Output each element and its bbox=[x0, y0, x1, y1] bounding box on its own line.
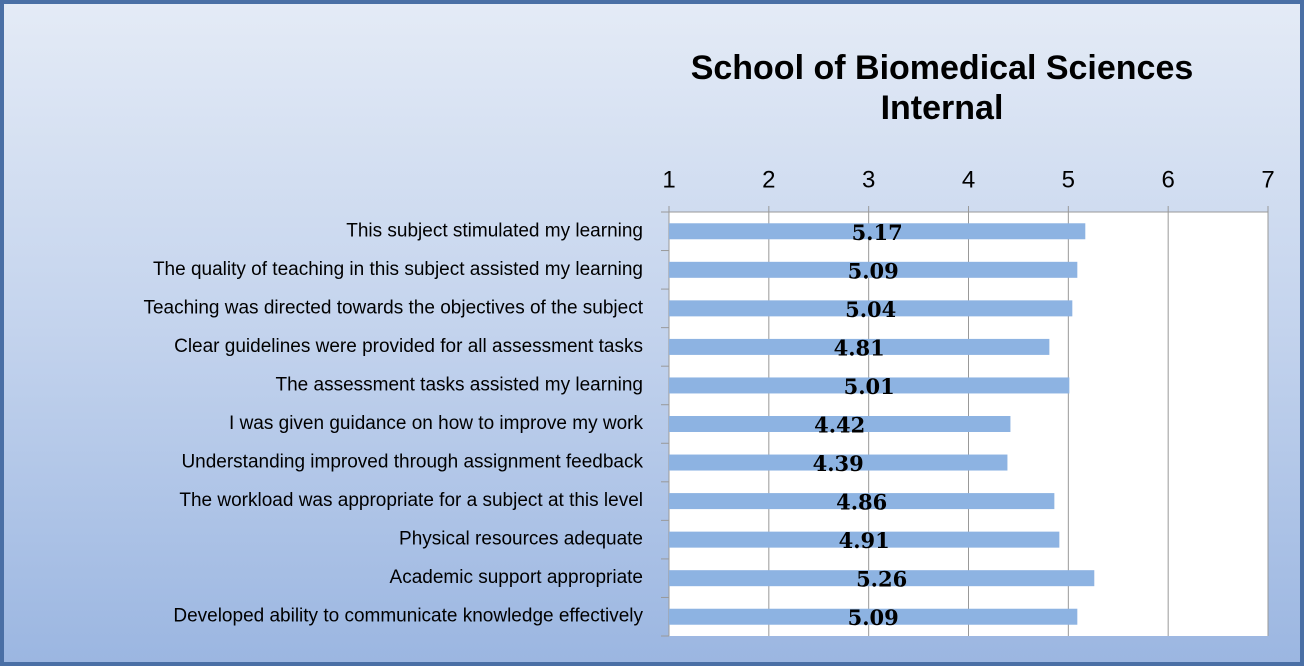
bar bbox=[669, 531, 1060, 548]
data-label: 4.91 bbox=[839, 528, 890, 553]
data-label: 5.17 bbox=[852, 220, 903, 245]
chart-title: Internal bbox=[881, 89, 1004, 127]
x-tick-label: 7 bbox=[1261, 166, 1274, 193]
y-tick-label: This subject stimulated my learning bbox=[346, 220, 643, 241]
x-tick-label: 4 bbox=[962, 166, 975, 193]
y-tick-label: Academic support appropriate bbox=[390, 567, 643, 588]
x-tick-label: 1 bbox=[662, 166, 675, 193]
bar bbox=[669, 300, 1073, 317]
y-tick-label: Physical resources adequate bbox=[399, 529, 643, 550]
bar bbox=[669, 223, 1086, 240]
bar bbox=[669, 493, 1055, 510]
y-tick-label: The workload was appropriate for a subje… bbox=[179, 490, 643, 511]
data-label: 4.42 bbox=[814, 413, 865, 438]
x-tick-label: 5 bbox=[1062, 166, 1075, 193]
bar bbox=[669, 570, 1095, 587]
data-label: 4.81 bbox=[834, 335, 885, 360]
bar bbox=[669, 261, 1078, 278]
data-label: 4.39 bbox=[813, 451, 864, 476]
data-label: 5.26 bbox=[856, 567, 907, 592]
bar bbox=[669, 377, 1070, 394]
bar bbox=[669, 608, 1078, 625]
x-tick-label: 6 bbox=[1161, 166, 1174, 193]
y-tick-label: Teaching was directed towards the object… bbox=[143, 297, 643, 318]
y-tick-label: Clear guidelines were provided for all a… bbox=[174, 336, 643, 357]
data-label: 5.04 bbox=[845, 297, 896, 322]
data-label: 5.01 bbox=[844, 374, 895, 399]
y-tick-label: Developed ability to communicate knowled… bbox=[173, 606, 643, 627]
x-tick-label: 3 bbox=[862, 166, 875, 193]
bar bbox=[669, 416, 1011, 432]
bar bbox=[669, 338, 1050, 355]
y-tick-label: Understanding improved through assignmen… bbox=[181, 452, 643, 473]
data-label: 5.09 bbox=[848, 258, 899, 283]
y-tick-label: I was given guidance on how to improve m… bbox=[229, 413, 643, 434]
data-label: 5.09 bbox=[848, 605, 899, 630]
x-tick-label: 2 bbox=[762, 166, 775, 193]
y-tick-label: The quality of teaching in this subject … bbox=[153, 259, 643, 280]
y-tick-label: The assessment tasks assisted my learnin… bbox=[276, 374, 644, 395]
bar bbox=[669, 454, 1008, 471]
chart-title: School of Biomedical Sciences bbox=[691, 49, 1194, 87]
data-label: 4.86 bbox=[836, 490, 887, 515]
